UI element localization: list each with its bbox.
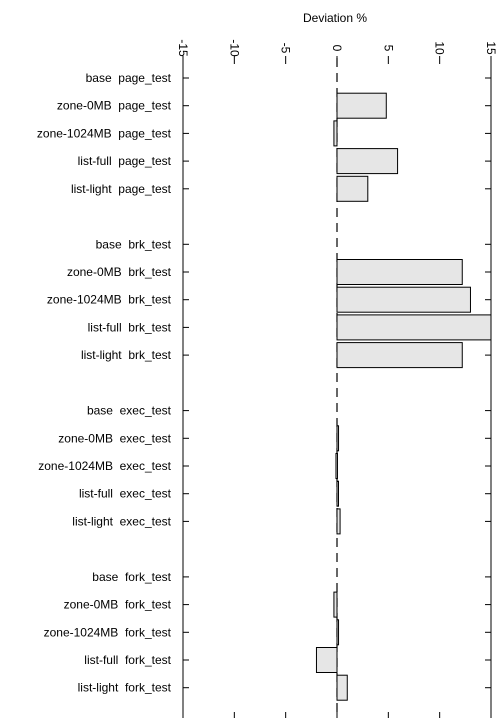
- category-label: zone-0MB fork_test: [64, 598, 172, 612]
- x-tick-label: -15: [176, 39, 190, 57]
- x-axis-label: Deviation %: [303, 11, 367, 25]
- x-tick-label: 5: [381, 45, 395, 52]
- category-label: zone-0MB page_test: [57, 99, 172, 113]
- category-label: list-full fork_test: [84, 653, 171, 667]
- bar: [336, 92, 387, 119]
- category-label: base page_test: [86, 71, 172, 85]
- category-label: base brk_test: [96, 237, 172, 251]
- category-label: zone-1024MB fork_test: [44, 625, 172, 639]
- category-label: base fork_test: [92, 570, 171, 584]
- bar: [315, 647, 338, 673]
- category-label: zone-1024MB exec_test: [38, 459, 171, 473]
- bar: [336, 259, 463, 285]
- bar: [336, 314, 492, 341]
- category-label: list-full page_test: [78, 154, 172, 168]
- category-label: zone-1024MB page_test: [37, 126, 172, 140]
- category-label: zone-0MB exec_test: [58, 431, 171, 445]
- category-label: zone-0MB brk_test: [67, 265, 172, 279]
- category-label: list-light fork_test: [78, 681, 172, 695]
- bar: [335, 453, 338, 479]
- bar: [336, 148, 399, 175]
- category-labels: base page_test zone-0MB page_test zone-102…: [37, 71, 172, 695]
- bar: [336, 619, 340, 646]
- x-tick-label: 10: [433, 41, 447, 55]
- category-label: list-full exec_test: [79, 487, 172, 501]
- x-tick-label: -10: [227, 39, 241, 57]
- x-tick-label: -5: [279, 43, 293, 54]
- category-label: list-light page_test: [71, 182, 172, 196]
- category-label: base exec_test: [87, 404, 172, 418]
- bar: [333, 120, 338, 147]
- x-axis-ticks: -15 -10 -5 0 5 10 15: [176, 39, 498, 718]
- category-label: list-light brk_test: [81, 348, 172, 362]
- bar: [336, 286, 471, 313]
- bar: [336, 342, 463, 369]
- bar: [336, 674, 348, 701]
- bar: [336, 480, 339, 507]
- bar: [336, 175, 369, 202]
- bars: [315, 92, 492, 701]
- category-label: list-light exec_test: [72, 514, 171, 528]
- bar: [336, 508, 341, 535]
- bar: [336, 425, 340, 452]
- category-label: list-full brk_test: [88, 320, 172, 334]
- x-tick-label: 15: [484, 41, 498, 55]
- bar: [333, 591, 338, 618]
- x-tick-label: 0: [330, 45, 344, 52]
- category-label: zone-1024MB brk_test: [47, 293, 172, 307]
